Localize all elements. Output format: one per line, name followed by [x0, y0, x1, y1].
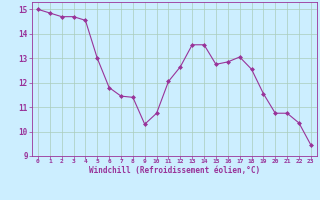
- X-axis label: Windchill (Refroidissement éolien,°C): Windchill (Refroidissement éolien,°C): [89, 166, 260, 175]
